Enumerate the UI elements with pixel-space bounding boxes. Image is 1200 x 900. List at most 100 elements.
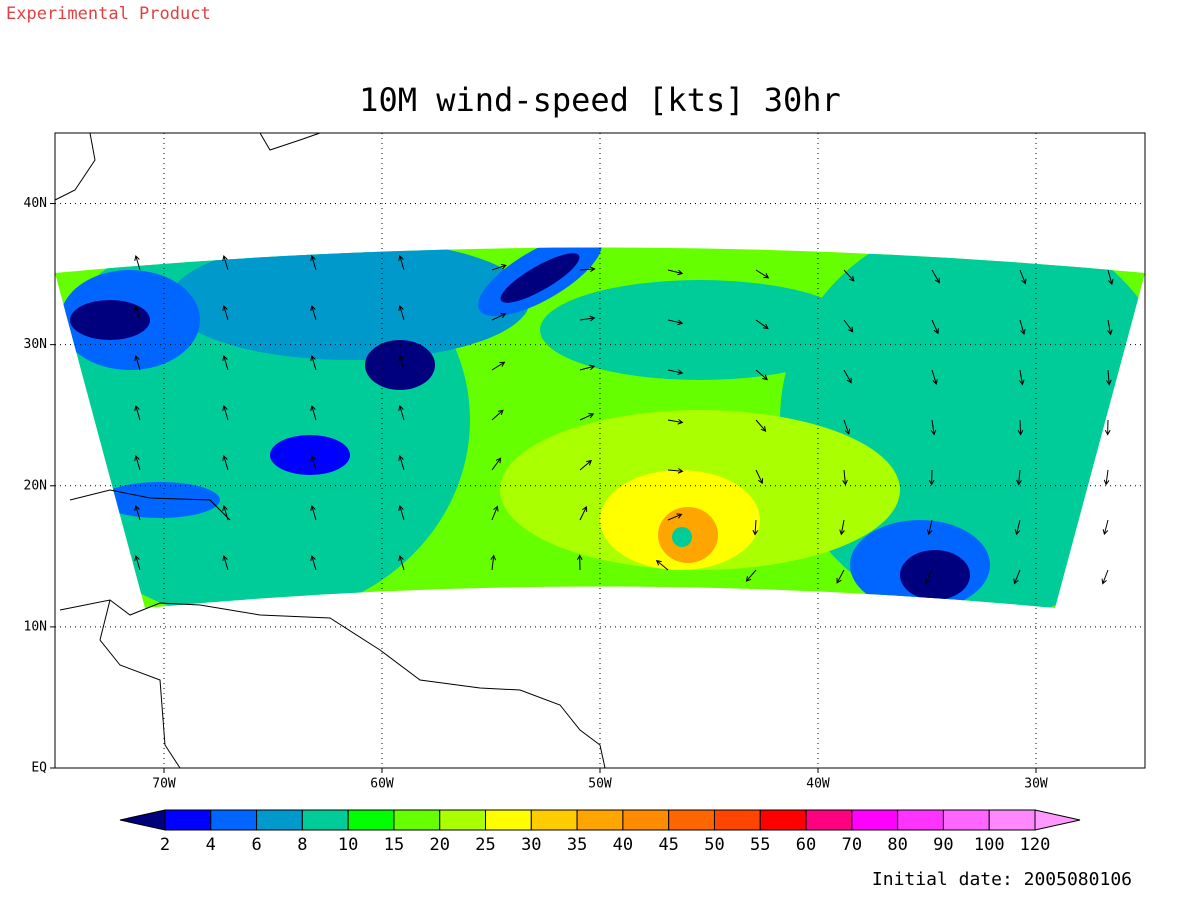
wind-arrow [398,305,405,321]
colorbar-box [851,809,899,831]
wind-arrow [843,319,854,333]
wind-arrow [667,369,684,375]
wind-arrow [491,263,507,271]
wind-arrow [843,269,855,282]
wind-arrow [925,569,933,585]
lat-tick-label: 10N [24,619,47,634]
wind-arrow [222,355,229,371]
colorbar-label: 45 [658,835,678,855]
colorbar-label: 20 [429,835,449,855]
wind-arrow [491,457,502,471]
colorbar-label: 120 [1020,835,1051,855]
lat-tick-label: 20N [24,478,47,493]
wind-arrow [931,369,938,385]
colorbar-label: 80 [887,835,907,855]
lat-tick-label: 40N [24,196,47,211]
wind-arrow [843,369,852,384]
wind-arrow [398,405,405,421]
wind-arrow [667,319,684,326]
wind-arrow [491,313,507,321]
wind-arrow [579,459,592,471]
colorbar-label: 60 [796,835,816,855]
wind-arrow [667,513,683,521]
wind-arrow [222,555,229,571]
wind-arrow [310,305,317,321]
colorbar-box [485,809,532,831]
wind-arrow [836,569,845,584]
wind-arrow [579,315,596,322]
colorbar-box [622,809,670,831]
wind-arrow [755,419,767,432]
wind-arrow [1019,319,1026,336]
wind-arrows [134,255,1114,585]
colorbar-box [347,809,395,831]
wind-arrow [398,505,405,521]
wind-arrow [1104,419,1111,436]
wind-arrow [134,355,141,371]
wind-arrow [1018,369,1025,386]
wind-arrow [491,409,504,421]
colorbar-box [805,809,853,831]
colorbar-box [164,809,212,831]
wind-arrow [222,455,229,471]
wind-arrow [842,469,848,486]
wind-arrow [579,266,596,273]
lon-tick-label: 50W [588,777,612,792]
wind-arrow [755,469,764,485]
colorbar-label: 8 [297,835,307,855]
wind-arrow [310,355,317,371]
wind-arrow [222,405,229,421]
wind-arrow [926,519,933,536]
wind-arrow [755,269,770,279]
wind-arrow [579,413,595,421]
colorbar-box [668,809,715,831]
wind-arrow [134,455,141,471]
wind-arrow [310,255,317,271]
colorbar-under [119,809,166,831]
wind-arrow [752,519,759,536]
lon-tick-label: 30W [1024,777,1048,792]
wind-arrow [1013,569,1021,585]
colorbar-box [393,809,441,831]
wind-arrow [398,555,405,571]
coastlines [54,132,606,769]
wind-arrow [1019,269,1027,285]
colorbar-label: 55 [750,835,770,855]
initial-date: Initial date: 2005080106 [872,869,1132,890]
wind-arrow [398,455,405,471]
colorbar-label: 100 [974,835,1005,855]
wind-arrow [222,255,229,271]
wind-arrow [310,405,317,421]
wind-arrow [1102,519,1109,536]
wind-arrow [134,405,141,421]
wind-arrow [134,255,141,271]
colorbar-box [759,809,807,831]
wind-arrow [755,319,769,330]
colorbar-box [439,809,487,831]
lon-tick-label: 60W [370,777,394,792]
wind-arrow [667,269,684,276]
wind-arrow [931,269,940,284]
wind-arrow [491,361,506,371]
wind-arrow [579,505,588,521]
colorbar-box [988,809,1036,831]
colorbar-label: 50 [704,835,724,855]
wind-arrow [755,369,768,381]
wind-arrow [310,555,317,571]
colorbar-over [1034,809,1081,831]
colorbar-label: 6 [251,835,261,855]
wind-arrow [745,569,757,582]
wind-arrow [667,419,684,425]
wind-arrow [1017,419,1024,436]
wind-arrow [1106,369,1112,386]
wind-arrow [490,554,497,571]
colorbar-label: 40 [613,835,633,855]
wind-arrow [134,505,141,521]
wind-arrow [839,519,845,536]
wind-arrow [579,364,596,371]
colorbar-label: 15 [384,835,404,855]
colorbar-label: 30 [521,835,541,855]
lon-tick-label: 40W [806,777,830,792]
wind-field [55,247,1145,608]
colorbar-box [713,809,761,831]
